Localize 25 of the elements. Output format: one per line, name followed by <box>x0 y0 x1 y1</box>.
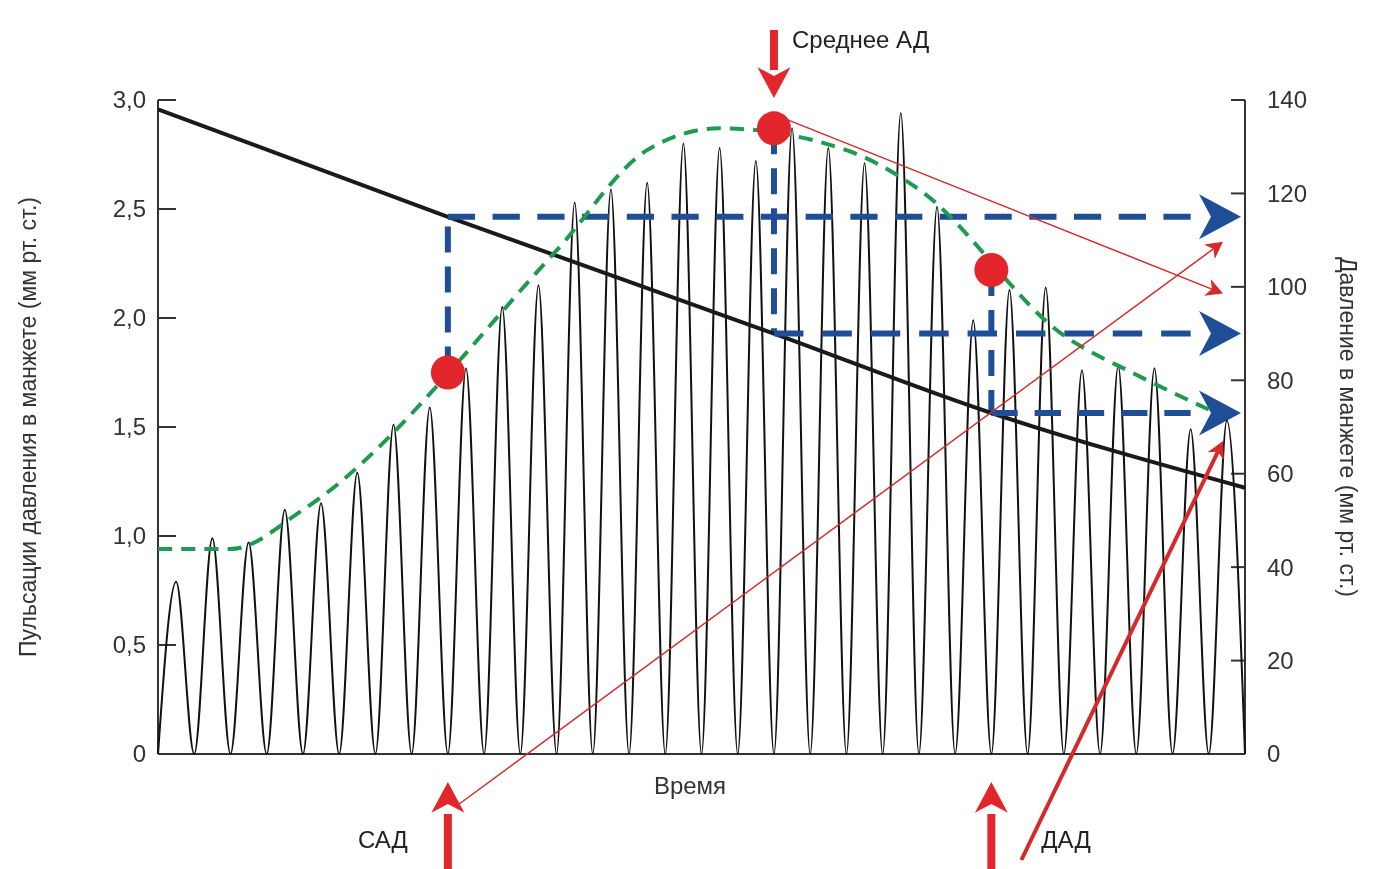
y2-tick-label: 100 <box>1267 273 1308 301</box>
y-tick-label: 2,5 <box>112 195 146 223</box>
y-tick-label: 1,5 <box>112 413 146 441</box>
y2-tick-label: 60 <box>1267 460 1294 488</box>
y2-tick-label: 0 <box>1267 740 1281 768</box>
y2-tick-label: 20 <box>1267 646 1294 674</box>
y-axis-title: Пульсации давления в манжете (мм рт. ст.) <box>15 196 41 658</box>
y-tick-label: 3,0 <box>112 86 146 114</box>
point <box>756 111 791 146</box>
y2-tick-label: 120 <box>1267 179 1308 207</box>
y-tick-label: 0,5 <box>112 631 146 659</box>
x-axis-title: Время <box>653 772 727 799</box>
text: Среднее АД <box>791 26 930 54</box>
y2-tick-label: 80 <box>1267 366 1294 394</box>
text: САД <box>357 826 408 854</box>
y-tick-label: 1,0 <box>112 522 146 550</box>
y2-tick-label: 140 <box>1267 86 1308 114</box>
y-tick-label: 2,0 <box>112 304 146 332</box>
text: ДАД <box>1041 826 1091 854</box>
point <box>430 355 465 390</box>
point <box>974 253 1009 288</box>
y2-axis-title: Давление в манжете (мм рт. ст.) <box>1335 256 1361 598</box>
line-series <box>156 126 1211 552</box>
y-tick-label: 0 <box>132 740 146 768</box>
y2-tick-label: 40 <box>1267 553 1294 581</box>
